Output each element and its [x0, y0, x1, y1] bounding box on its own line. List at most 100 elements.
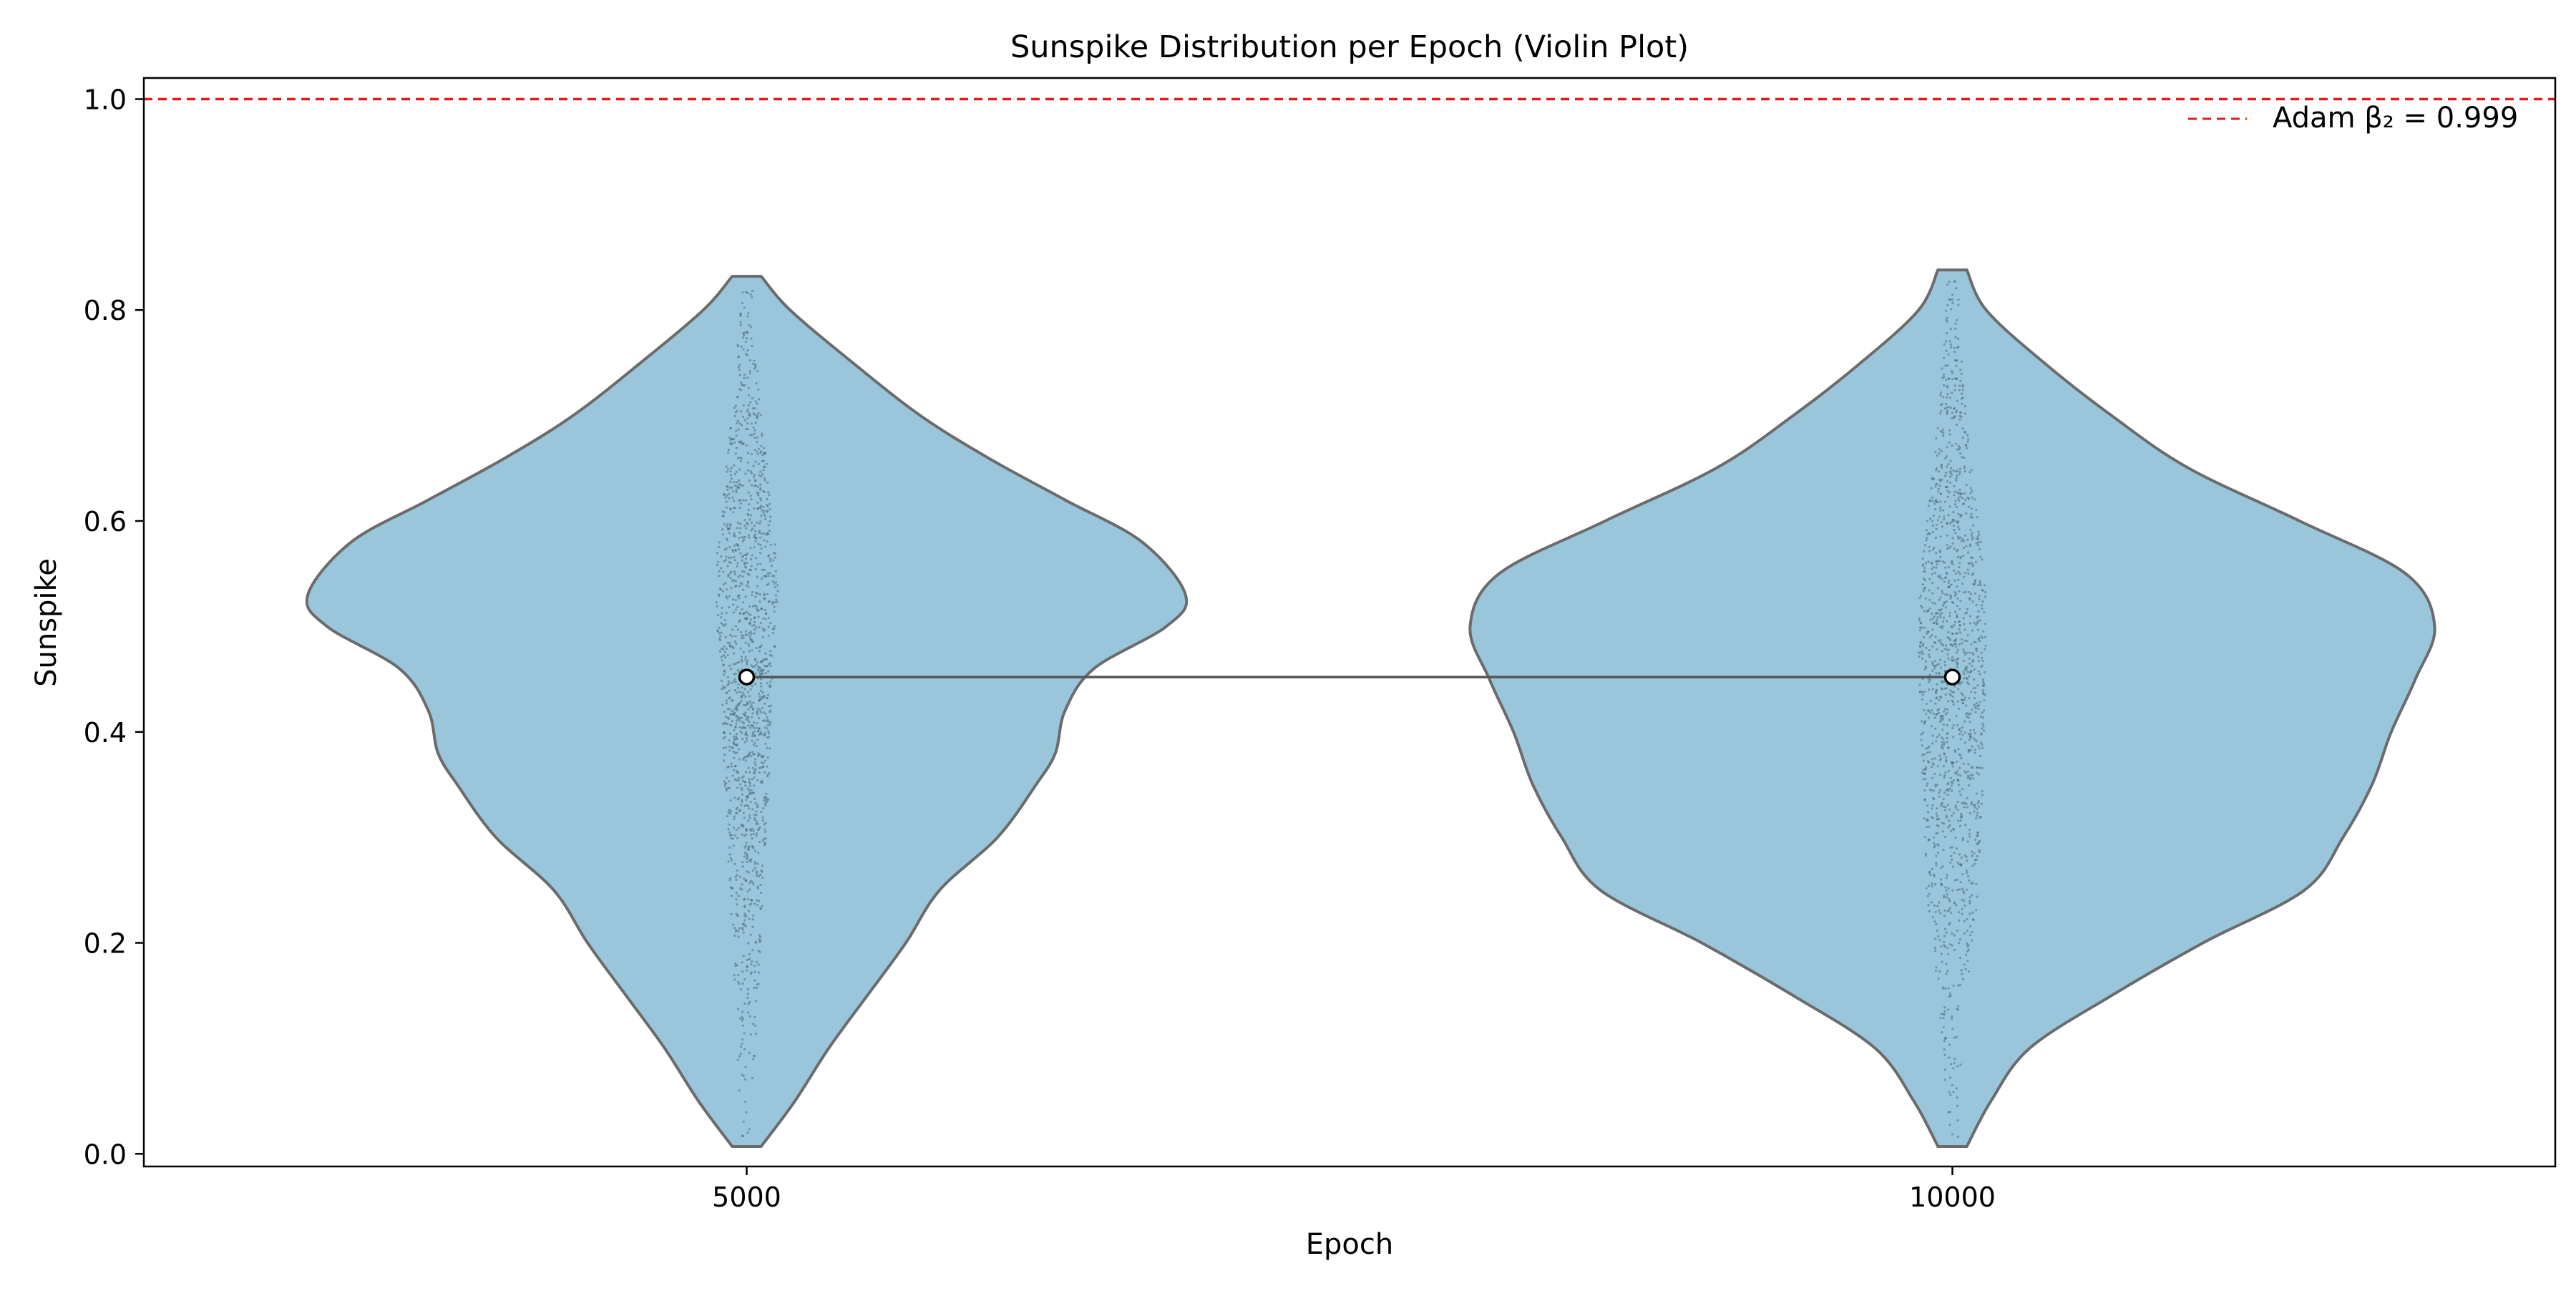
- swarm-point: [1931, 766, 1933, 769]
- swarm-point: [1960, 969, 1963, 972]
- swarm-point: [1961, 802, 1963, 804]
- swarm-point: [1938, 598, 1941, 601]
- swarm-point: [1951, 695, 1954, 698]
- swarm-point: [757, 692, 760, 696]
- swarm-point: [717, 613, 720, 617]
- swarm-point: [748, 534, 751, 537]
- swarm-point: [1945, 931, 1948, 934]
- swarm-point: [1936, 683, 1938, 686]
- swarm-point: [751, 925, 754, 928]
- swarm-point: [733, 640, 736, 643]
- swarm-point: [741, 922, 744, 926]
- swarm-point: [760, 761, 763, 764]
- swarm-point: [1947, 953, 1950, 955]
- swarm-point: [1950, 829, 1953, 832]
- swarm-point: [742, 651, 745, 654]
- swarm-point: [743, 978, 746, 980]
- swarm-point: [761, 509, 763, 512]
- swarm-point: [1977, 744, 1980, 747]
- swarm-point: [753, 535, 756, 537]
- swarm-point: [1964, 666, 1967, 669]
- swarm-point: [1950, 854, 1953, 857]
- swarm-point: [1940, 463, 1943, 466]
- swarm-point: [732, 923, 735, 926]
- swarm-point: [1979, 584, 1982, 587]
- swarm-point: [1948, 547, 1951, 550]
- swarm-point: [1952, 984, 1955, 987]
- swarm-point: [763, 734, 766, 736]
- swarm-point: [741, 833, 743, 836]
- swarm-point: [1954, 532, 1957, 535]
- swarm-point: [1949, 298, 1952, 301]
- swarm-point: [1924, 852, 1927, 855]
- swarm-point: [755, 960, 758, 963]
- swarm-point: [776, 584, 779, 587]
- swarm-point: [1954, 804, 1957, 807]
- swarm-point: [1980, 732, 1983, 735]
- swarm-point: [1958, 573, 1961, 575]
- swarm-point: [762, 532, 766, 535]
- swarm-point: [1941, 718, 1944, 721]
- swarm-point: [1946, 489, 1949, 492]
- swarm-point: [1943, 343, 1946, 346]
- swarm-point: [1981, 659, 1984, 663]
- swarm-point: [1931, 520, 1933, 522]
- y-tick-label: 1.0: [84, 84, 127, 116]
- swarm-point: [1943, 791, 1946, 794]
- swarm-point: [1964, 968, 1967, 970]
- swarm-point: [766, 727, 769, 730]
- swarm-point: [1948, 922, 1951, 925]
- swarm-point: [758, 593, 761, 596]
- swarm-point: [741, 658, 743, 661]
- swarm-point: [751, 296, 753, 298]
- swarm-point: [1949, 787, 1952, 790]
- swarm-point: [736, 707, 738, 711]
- swarm-point: [751, 949, 754, 952]
- swarm-point: [1975, 909, 1978, 912]
- swarm-point: [723, 651, 727, 653]
- swarm-point: [1983, 709, 1986, 712]
- swarm-point: [740, 716, 743, 719]
- swarm-point: [1936, 905, 1939, 907]
- swarm-point: [748, 807, 751, 810]
- swarm-point: [733, 751, 736, 754]
- swarm-point: [746, 422, 749, 425]
- swarm-point: [718, 639, 722, 642]
- swarm-point: [720, 622, 723, 625]
- swarm-point: [746, 376, 749, 379]
- swarm-point: [1965, 484, 1968, 487]
- swarm-point: [729, 577, 732, 580]
- swarm-point: [1956, 662, 1959, 666]
- swarm-point: [1948, 491, 1951, 494]
- swarm-point: [751, 290, 754, 293]
- mean-marker-10000: [1943, 668, 1961, 686]
- swarm-point: [745, 799, 748, 802]
- swarm-point: [1936, 843, 1939, 846]
- swarm-point: [1963, 465, 1966, 468]
- swarm-point: [1922, 759, 1925, 762]
- swarm-point: [746, 996, 749, 999]
- swarm-point: [745, 499, 748, 502]
- swarm-point: [1957, 512, 1960, 515]
- swarm-point: [1947, 657, 1950, 660]
- swarm-point: [1943, 927, 1946, 930]
- swarm-point: [750, 963, 753, 966]
- swarm-point: [741, 608, 743, 610]
- swarm-point: [746, 659, 749, 662]
- swarm-point: [1946, 788, 1949, 791]
- swarm-point: [722, 664, 725, 667]
- swarm-point: [723, 619, 727, 622]
- swarm-point: [1945, 814, 1948, 817]
- swarm-point: [753, 861, 756, 864]
- swarm-point: [729, 480, 732, 483]
- swarm-point: [773, 610, 776, 613]
- swarm-point: [759, 505, 763, 507]
- swarm-point: [1949, 943, 1952, 946]
- swarm-point: [746, 691, 750, 693]
- swarm-point: [728, 749, 731, 752]
- swarm-point: [1945, 889, 1948, 892]
- swarm-point: [758, 840, 761, 844]
- swarm-point: [1946, 893, 1948, 896]
- swarm-point: [729, 442, 732, 444]
- swarm-point: [736, 798, 739, 801]
